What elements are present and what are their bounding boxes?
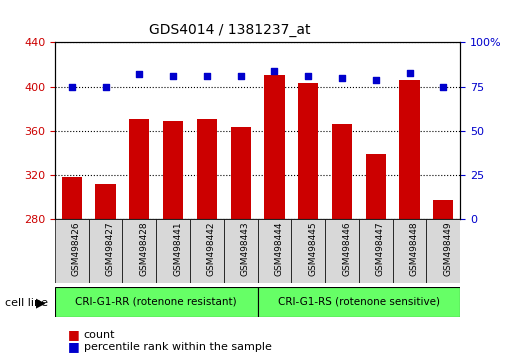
- Point: [203, 73, 211, 79]
- Bar: [163, 121, 183, 219]
- Bar: [156, 219, 190, 283]
- Point: [169, 73, 177, 79]
- Text: GSM498427: GSM498427: [106, 221, 115, 276]
- Text: ■: ■: [68, 328, 79, 341]
- Text: ■: ■: [68, 341, 79, 353]
- Bar: [231, 126, 251, 219]
- Text: GDS4014 / 1381237_at: GDS4014 / 1381237_at: [150, 23, 311, 37]
- Point: [405, 70, 414, 75]
- Bar: [393, 219, 426, 283]
- Text: GSM498428: GSM498428: [139, 221, 149, 276]
- Point: [304, 73, 312, 79]
- Bar: [257, 287, 460, 317]
- Text: GSM498446: GSM498446: [342, 221, 351, 276]
- Point: [439, 84, 448, 90]
- Point: [270, 68, 279, 74]
- Point: [67, 84, 76, 90]
- Bar: [55, 287, 257, 317]
- Text: ▶: ▶: [37, 296, 46, 309]
- Bar: [332, 124, 352, 219]
- Bar: [291, 219, 325, 283]
- Bar: [257, 219, 291, 283]
- Bar: [62, 177, 82, 219]
- Bar: [359, 219, 393, 283]
- Bar: [122, 219, 156, 283]
- Text: GSM498448: GSM498448: [410, 221, 418, 276]
- Bar: [400, 80, 419, 219]
- Bar: [433, 200, 453, 219]
- Bar: [298, 84, 319, 219]
- Bar: [325, 219, 359, 283]
- Point: [135, 72, 143, 77]
- Point: [236, 73, 245, 79]
- Text: cell line: cell line: [5, 298, 48, 308]
- Text: GSM498447: GSM498447: [376, 221, 385, 276]
- Bar: [264, 75, 285, 219]
- Text: GSM498442: GSM498442: [207, 221, 216, 276]
- Text: CRI-G1-RS (rotenone sensitive): CRI-G1-RS (rotenone sensitive): [278, 297, 440, 307]
- Text: count: count: [84, 330, 115, 339]
- Bar: [190, 219, 224, 283]
- Text: GSM498441: GSM498441: [173, 221, 182, 276]
- Text: GSM498444: GSM498444: [275, 221, 283, 276]
- Bar: [224, 219, 257, 283]
- Point: [338, 75, 346, 81]
- Bar: [95, 184, 116, 219]
- Text: GSM498449: GSM498449: [444, 221, 452, 276]
- Bar: [197, 119, 217, 219]
- Point: [101, 84, 110, 90]
- Bar: [426, 219, 460, 283]
- Point: [372, 77, 380, 82]
- Bar: [55, 219, 89, 283]
- Bar: [129, 119, 150, 219]
- Bar: [89, 219, 122, 283]
- Text: percentile rank within the sample: percentile rank within the sample: [84, 342, 271, 352]
- Text: GSM498426: GSM498426: [72, 221, 81, 276]
- Bar: [366, 154, 386, 219]
- Text: GSM498443: GSM498443: [241, 221, 249, 276]
- Text: CRI-G1-RR (rotenone resistant): CRI-G1-RR (rotenone resistant): [75, 297, 237, 307]
- Text: GSM498445: GSM498445: [308, 221, 317, 276]
